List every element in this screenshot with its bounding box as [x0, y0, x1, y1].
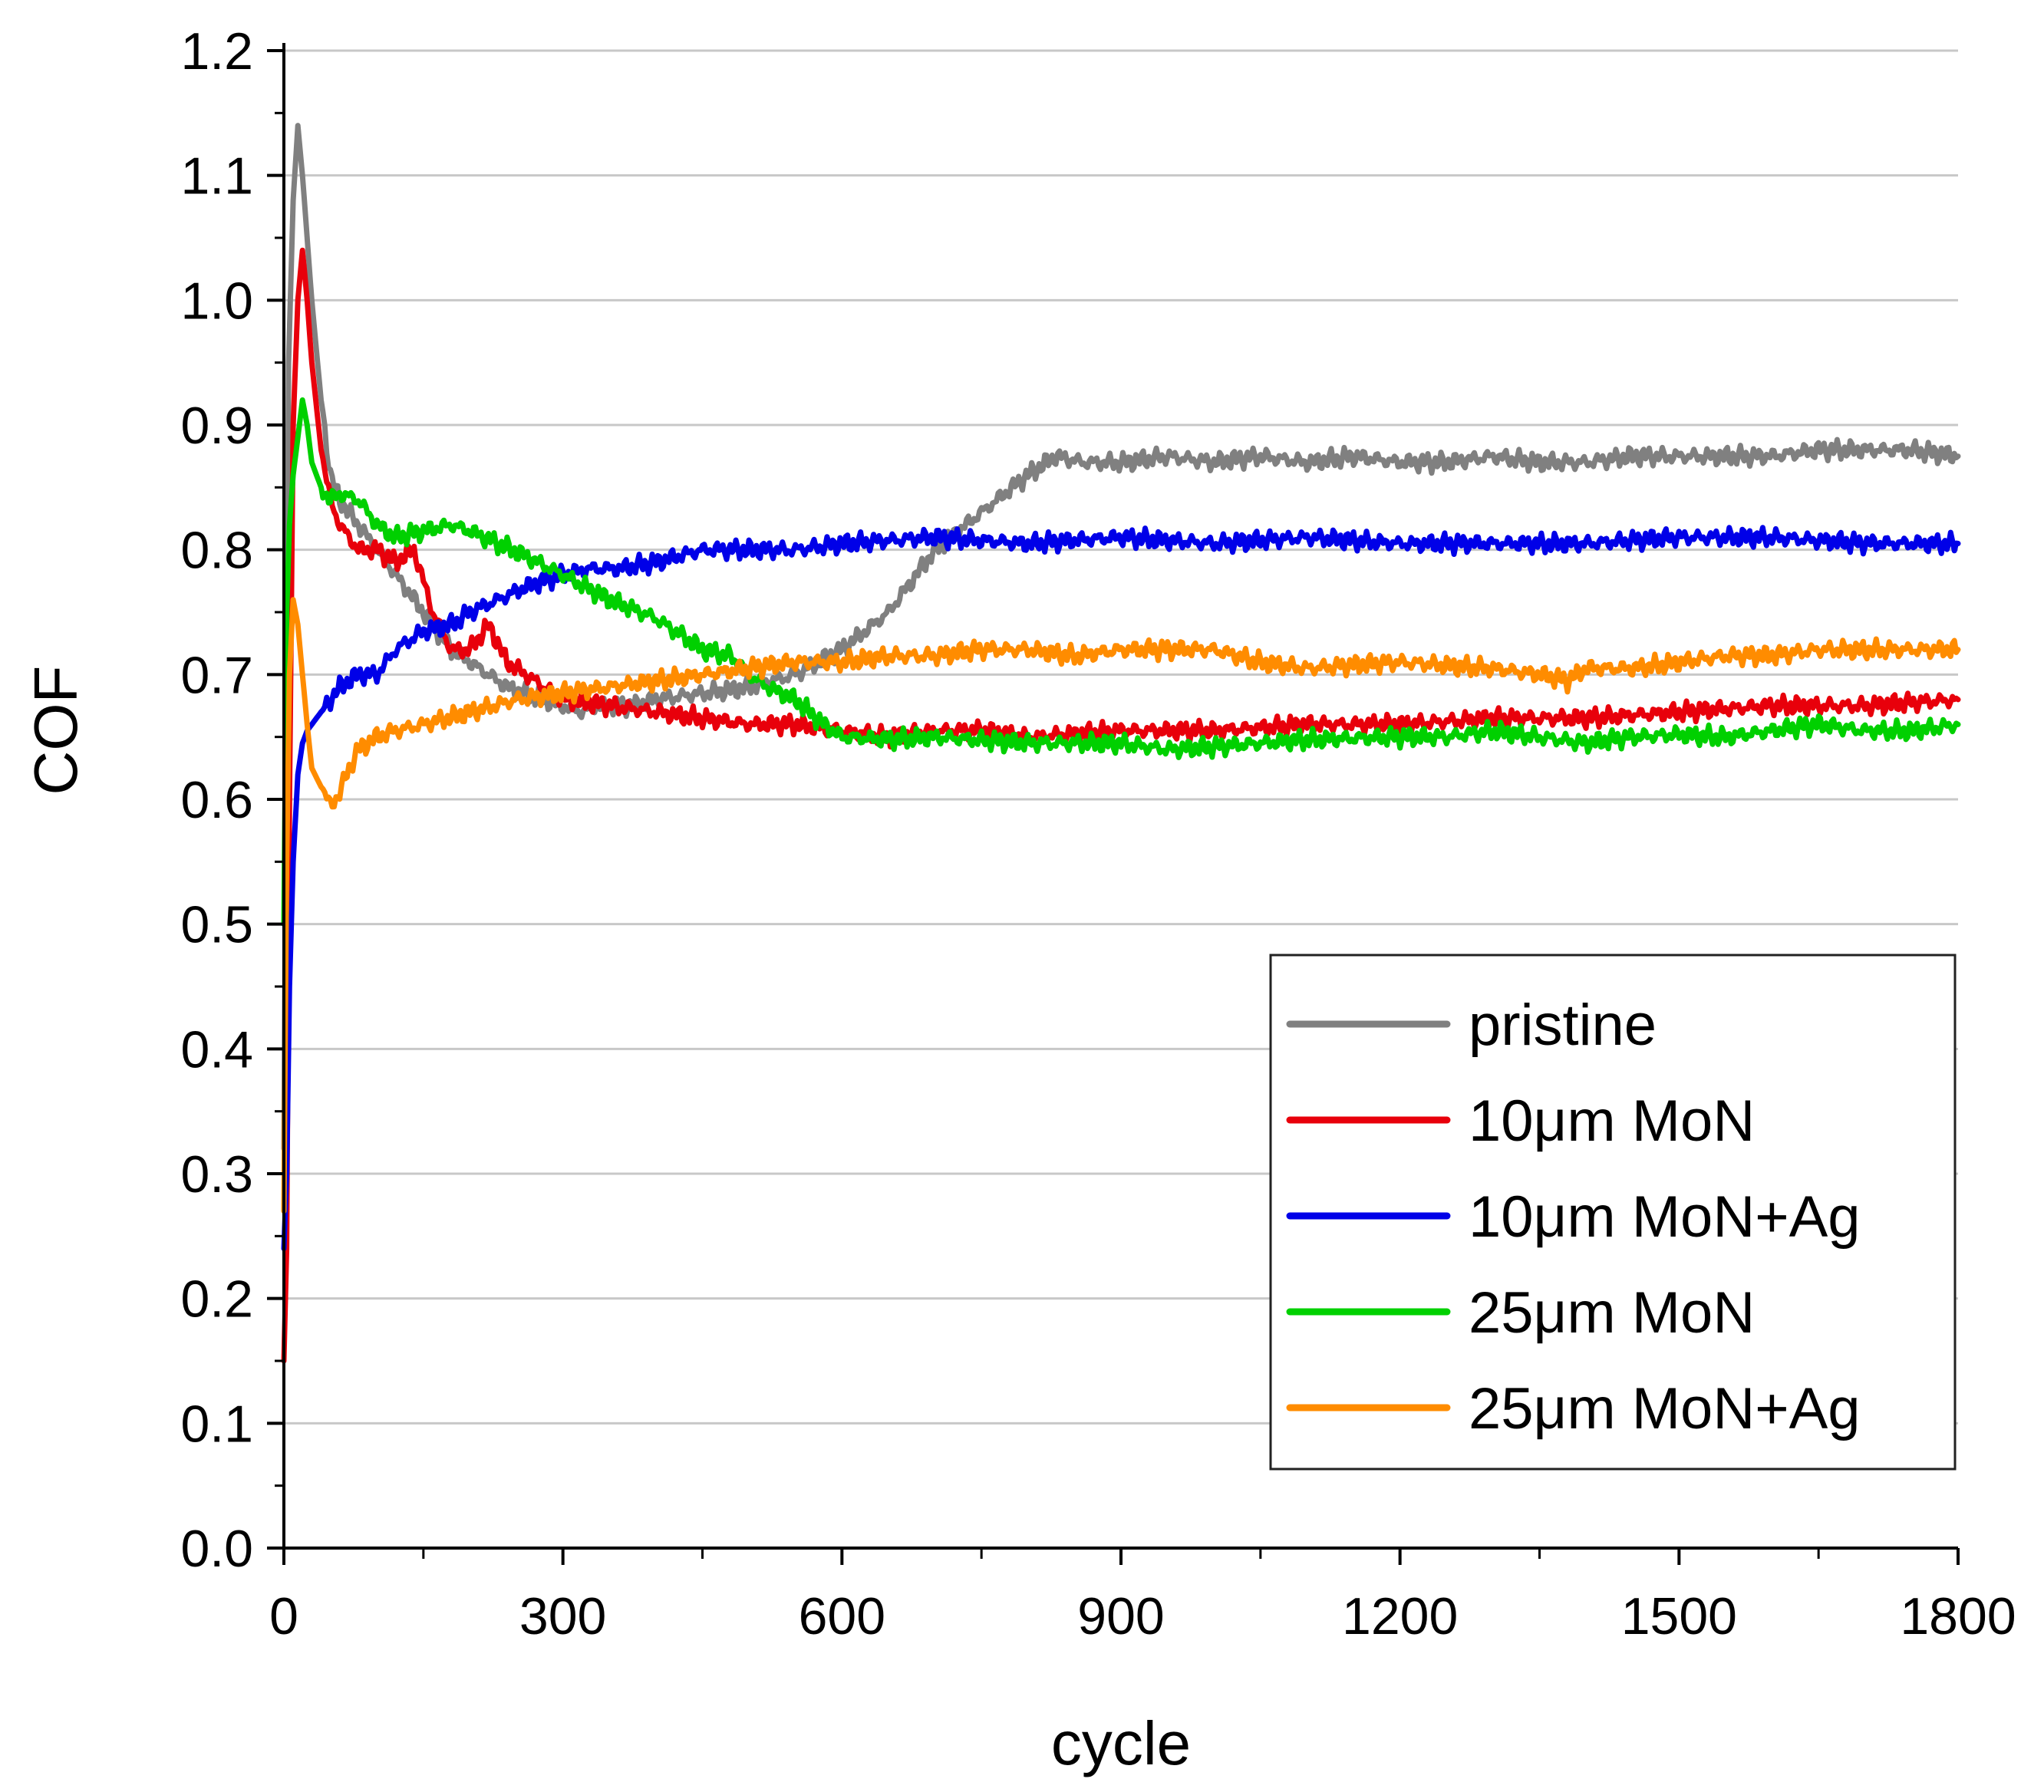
- gridlines: [284, 49, 1958, 1425]
- legend-label: 10μm MoN+Ag: [1469, 1184, 1861, 1250]
- y-tick-label: 1.1: [180, 147, 253, 206]
- legend-item-25-m-mon-ag: 25μm MoN+Ag: [1286, 1376, 1861, 1441]
- legend-label: pristine: [1469, 993, 1657, 1058]
- series-line-25-m-mon-ag: [281, 597, 1961, 1214]
- y-tick-label: 0.9: [180, 397, 253, 455]
- tick-labels: 0.0 0.1 0.2 0.3 0.4 0.5 0.6 0.7 0.8 0.9 1.0 1.1 1.2 0…: [180, 22, 2016, 1645]
- series-lines: [281, 123, 1961, 1364]
- x-tick-label: 0: [269, 1587, 298, 1645]
- x-axis-title: cycle: [1051, 1709, 1191, 1777]
- y-tick-label: 0.2: [180, 1270, 253, 1329]
- x-tick-label: 600: [799, 1587, 885, 1645]
- y-tick-label: 0.8: [180, 522, 253, 580]
- y-tick-label: 0.1: [180, 1395, 253, 1453]
- x-tick-label: 1800: [1900, 1587, 2016, 1645]
- y-tick-label: 0.0: [180, 1520, 253, 1578]
- y-tick-label: 1.0: [180, 272, 253, 330]
- legend-item-10-m-mon-ag: 10μm MoN+Ag: [1286, 1184, 1861, 1250]
- series-line-10-m-mon-ag: [281, 525, 1961, 1252]
- axes: [267, 43, 1960, 1565]
- legend-item-10-m-mon: 10μm MoN: [1286, 1089, 1755, 1154]
- x-tick-label: 900: [1077, 1587, 1164, 1645]
- y-tick-label: 0.6: [180, 771, 253, 829]
- y-tick-label: 0.3: [180, 1145, 253, 1204]
- legend-box: [1269, 954, 1957, 1471]
- y-tick-label: 0.5: [180, 896, 253, 954]
- series-line-10-m-mon: [281, 247, 1961, 1364]
- legend-item-pristine: pristine: [1286, 993, 1657, 1058]
- legend-label: 25μm MoN: [1469, 1280, 1755, 1346]
- legend: pristine 10μm MoN 10μm MoN+Ag 25μm MoN 25μm …: [1269, 954, 1957, 1471]
- y-tick-label: 0.4: [180, 1020, 253, 1079]
- legend-item-25-m-mon: 25μm MoN: [1286, 1280, 1755, 1346]
- x-tick-label: 300: [519, 1587, 606, 1645]
- y-tick-label: 1.2: [180, 22, 253, 81]
- legend-label: 25μm MoN+Ag: [1469, 1376, 1861, 1441]
- x-tick-label: 1500: [1621, 1587, 1737, 1645]
- x-tick-label: 1200: [1342, 1587, 1458, 1645]
- series-line-25-m-mon: [281, 397, 1961, 927]
- y-axis-title: COF: [21, 666, 90, 796]
- y-tick-label: 0.7: [180, 646, 253, 704]
- legend-label: 10μm MoN: [1469, 1089, 1755, 1154]
